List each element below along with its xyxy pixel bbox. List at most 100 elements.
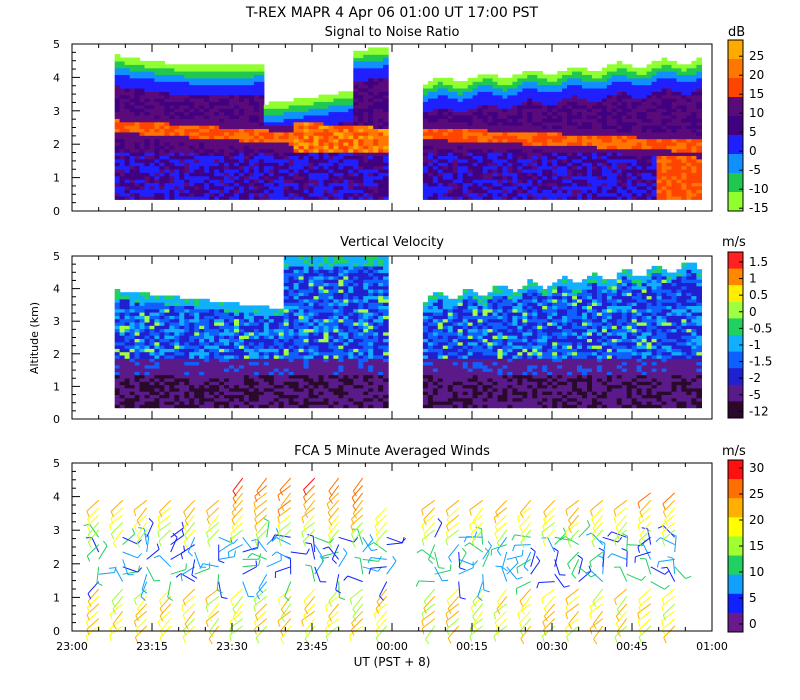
heatmap-cell xyxy=(681,155,687,160)
heatmap-cell xyxy=(383,60,389,65)
heatmap-cell xyxy=(631,77,638,82)
heatmap-cell xyxy=(636,67,643,72)
heatmap-cell xyxy=(114,172,121,177)
heatmap-cell xyxy=(199,131,205,136)
heatmap-cell xyxy=(114,401,121,405)
heatmap-cell xyxy=(666,175,673,180)
heatmap-cell xyxy=(134,152,141,156)
heatmap-cell xyxy=(234,185,240,190)
heatmap-cell xyxy=(537,125,543,129)
heatmap-cell xyxy=(169,135,175,140)
heatmap-cell xyxy=(129,74,136,79)
heatmap-cell xyxy=(293,162,300,167)
heatmap-cell xyxy=(671,101,678,106)
heatmap-cell xyxy=(572,131,578,136)
heatmap-cell xyxy=(253,91,260,96)
heatmap-cell xyxy=(154,358,160,363)
heatmap-cell xyxy=(209,162,215,167)
heatmap-cell xyxy=(681,189,687,194)
heatmap-cell xyxy=(462,152,469,156)
heatmap-cell xyxy=(154,148,160,153)
heatmap-cell xyxy=(129,138,136,143)
heatmap-cell xyxy=(169,158,175,163)
heatmap-cell xyxy=(303,148,310,153)
heatmap-cell xyxy=(343,114,349,119)
heatmap-cell xyxy=(651,135,658,140)
heatmap-cell xyxy=(288,141,295,146)
heatmap-cell xyxy=(278,128,285,133)
heatmap-cell xyxy=(452,138,459,143)
heatmap-cell xyxy=(666,94,673,99)
heatmap-cell xyxy=(179,312,185,316)
heatmap-cell xyxy=(676,121,683,126)
heatmap-cell xyxy=(656,71,663,75)
heatmap-cell xyxy=(378,131,384,136)
heatmap-cell xyxy=(373,74,379,79)
heatmap-cell xyxy=(373,162,379,167)
heatmap-cell xyxy=(179,354,185,359)
heatmap-cell xyxy=(338,175,344,180)
heatmap-cell xyxy=(482,101,489,106)
heatmap-cell xyxy=(129,94,136,99)
heatmap-cell xyxy=(582,125,588,129)
heatmap-cell xyxy=(199,101,205,106)
y-tick-label: 4 xyxy=(53,71,60,84)
heatmap-cell xyxy=(457,118,464,123)
heatmap-cell xyxy=(174,364,180,369)
heatmap-cell xyxy=(532,111,538,116)
y-tick-label: 0 xyxy=(53,205,60,218)
heatmap-cell xyxy=(582,81,588,86)
heatmap-cell xyxy=(626,155,633,160)
heatmap-cell xyxy=(159,145,165,150)
heatmap-cell xyxy=(666,87,673,92)
heatmap-cell xyxy=(686,148,692,153)
heatmap-cell xyxy=(383,128,389,133)
heatmap-cell xyxy=(194,64,200,69)
heatmap-cell xyxy=(219,145,225,150)
heatmap-cell xyxy=(472,101,479,106)
heatmap-cell xyxy=(621,148,628,153)
heatmap-cell xyxy=(298,98,305,102)
heatmap-cell xyxy=(676,165,683,170)
heatmap-cell xyxy=(487,145,494,150)
heatmap-cell xyxy=(671,77,678,82)
heatmap-cell xyxy=(179,182,185,187)
heatmap-cell xyxy=(169,358,175,363)
heatmap-cell xyxy=(283,162,290,167)
heatmap-cell xyxy=(144,81,151,86)
heatmap-cell xyxy=(422,192,429,197)
heatmap-cell xyxy=(194,182,200,187)
heatmap-cell xyxy=(482,141,489,146)
heatmap-cell xyxy=(547,168,553,173)
heatmap-cell xyxy=(333,175,339,180)
heatmap-cell xyxy=(119,118,126,123)
heatmap-cell xyxy=(353,192,359,197)
heatmap-cell xyxy=(308,158,315,163)
heatmap-cell xyxy=(378,64,384,69)
heatmap-cell xyxy=(636,87,643,92)
heatmap-cell xyxy=(358,158,364,163)
heatmap-cell xyxy=(199,371,205,376)
heatmap-cell xyxy=(333,128,339,133)
heatmap-cell xyxy=(174,125,180,129)
heatmap-cell xyxy=(184,354,190,359)
heatmap-cell xyxy=(239,135,245,140)
heatmap-cell xyxy=(467,168,474,173)
heatmap-cell xyxy=(119,377,126,382)
heatmap-cell xyxy=(502,131,509,136)
heatmap-cell xyxy=(651,81,658,86)
heatmap-cell xyxy=(527,84,533,89)
heatmap-cell xyxy=(676,175,683,180)
heatmap-cell xyxy=(338,108,344,113)
heatmap-cell xyxy=(656,131,663,136)
heatmap-cell xyxy=(134,384,141,389)
heatmap-cell xyxy=(204,77,210,82)
heatmap-cell xyxy=(378,111,384,116)
heatmap-cell xyxy=(507,98,513,102)
heatmap-cell xyxy=(278,192,285,197)
heatmap-cell xyxy=(229,155,235,160)
heatmap-cell xyxy=(149,315,156,320)
heatmap-cell xyxy=(686,77,692,82)
heatmap-cell xyxy=(472,172,479,177)
heatmap-cell xyxy=(457,168,464,173)
